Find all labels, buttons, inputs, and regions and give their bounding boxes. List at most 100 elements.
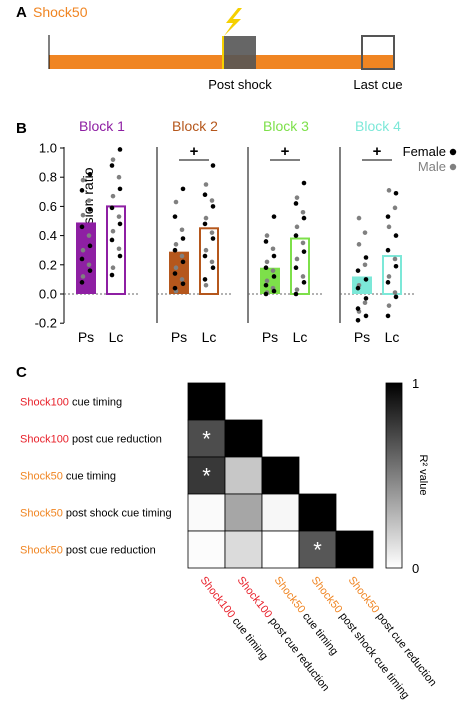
female-point: [109, 205, 115, 211]
male-point: [386, 224, 392, 230]
male-point: [294, 224, 300, 230]
x-tick-label-lc: Lc: [202, 329, 217, 345]
male-point: [116, 214, 122, 219]
male-point: [264, 233, 270, 238]
female-point: [180, 281, 186, 287]
male-point: [264, 259, 270, 265]
male-point: [80, 247, 86, 253]
block-4-group: Block 4 + Ps Lc: [339, 118, 416, 345]
male-point: [362, 300, 368, 306]
block-1-group: Block 1 Ps Lc: [64, 118, 140, 345]
female-point: [172, 247, 178, 253]
significance-plus: +: [373, 143, 382, 160]
heatmap-cell: [261, 530, 300, 569]
male-point: [392, 290, 398, 295]
male-point: [294, 195, 300, 200]
column-label-prefix: Shock50: [309, 574, 345, 615]
male-point: [110, 157, 116, 162]
male-point: [110, 228, 116, 234]
female-point: [180, 186, 186, 192]
row-label-rest: post cue reduction: [63, 545, 156, 557]
female-point: [210, 236, 216, 241]
x-tick-label-lc: Lc: [385, 329, 400, 345]
panel-c-letter: C: [16, 364, 27, 381]
column-label-rest: cue timing: [228, 613, 270, 662]
last-cue-box: [361, 35, 395, 70]
y-tick-label: 0.0: [39, 287, 57, 302]
female-point: [202, 192, 208, 198]
male-point: [173, 199, 179, 205]
male-point: [173, 242, 179, 247]
female-point: [293, 291, 299, 297]
bar-lc: [106, 205, 126, 295]
male-point: [270, 268, 276, 273]
female-point: [79, 188, 85, 193]
female-point: [393, 190, 399, 196]
block-2-group: Block 2 + Ps Lc: [156, 118, 233, 345]
lightning-bolt-icon: [224, 8, 242, 36]
female-point: [385, 313, 391, 319]
male-point: [294, 256, 300, 262]
y-tick-label: -0.2: [35, 316, 57, 331]
female-point: [210, 163, 216, 168]
male-point: [209, 259, 215, 265]
row-label: Shock50 post shock cue timing: [20, 508, 172, 520]
female-point: [202, 253, 208, 259]
female-point: [271, 288, 277, 294]
female-point: [301, 249, 307, 254]
female-point: [210, 265, 216, 271]
y-tick-label: 1.0: [39, 141, 57, 156]
column-label-prefix: Shock50: [346, 574, 382, 615]
heatmap-cell: [224, 456, 263, 495]
female-point: [385, 214, 391, 219]
panel-a-letter: A: [16, 4, 27, 21]
female-point: [87, 243, 93, 249]
bar-ps: [260, 267, 280, 294]
male-point: [386, 188, 392, 193]
block-title: Block 4: [355, 118, 401, 134]
column-label: Shock100 cue timing: [198, 574, 270, 662]
male-point: [203, 282, 209, 288]
female-point: [293, 265, 299, 271]
bar-lc: [199, 227, 219, 295]
male-point: [392, 256, 398, 262]
female-point: [271, 274, 277, 279]
female-point: [393, 233, 399, 238]
male-point: [110, 265, 116, 271]
male-point: [80, 212, 86, 218]
x-tick-label-lc: Lc: [109, 329, 124, 345]
legend-female-marker: [449, 148, 457, 156]
female-point: [355, 306, 361, 311]
male-point: [362, 262, 368, 268]
female-point: [263, 239, 269, 244]
heatmap-cell: [224, 493, 263, 532]
column-label-prefix: Shock100: [198, 574, 238, 620]
bar-lc: [382, 255, 402, 296]
heatmap-cell: [187, 493, 226, 532]
column-label: Shock50 cue timing: [272, 574, 341, 657]
female-point: [293, 201, 299, 206]
female-point: [180, 236, 186, 241]
block-title: Block 1: [79, 118, 125, 134]
female-point: [301, 280, 307, 285]
female-point: [355, 268, 361, 273]
row-label-rest: cue timing: [63, 471, 116, 483]
heatmap-cell: [187, 382, 226, 421]
male-point: [386, 274, 392, 279]
heatmap-cell: [224, 530, 263, 569]
x-tick-label-ps: Ps: [171, 329, 187, 345]
female-point: [271, 253, 277, 259]
male-point: [362, 230, 368, 235]
female-point: [117, 186, 123, 192]
heatmap-cell: [335, 530, 374, 569]
female-point: [385, 247, 391, 253]
female-point: [263, 265, 269, 271]
significance-asterisk: *: [202, 464, 211, 489]
female-point: [271, 214, 277, 219]
row-label-prefix: Shock100: [20, 434, 69, 446]
male-point: [179, 277, 185, 282]
female-point: [363, 313, 369, 319]
female-point: [172, 214, 178, 219]
